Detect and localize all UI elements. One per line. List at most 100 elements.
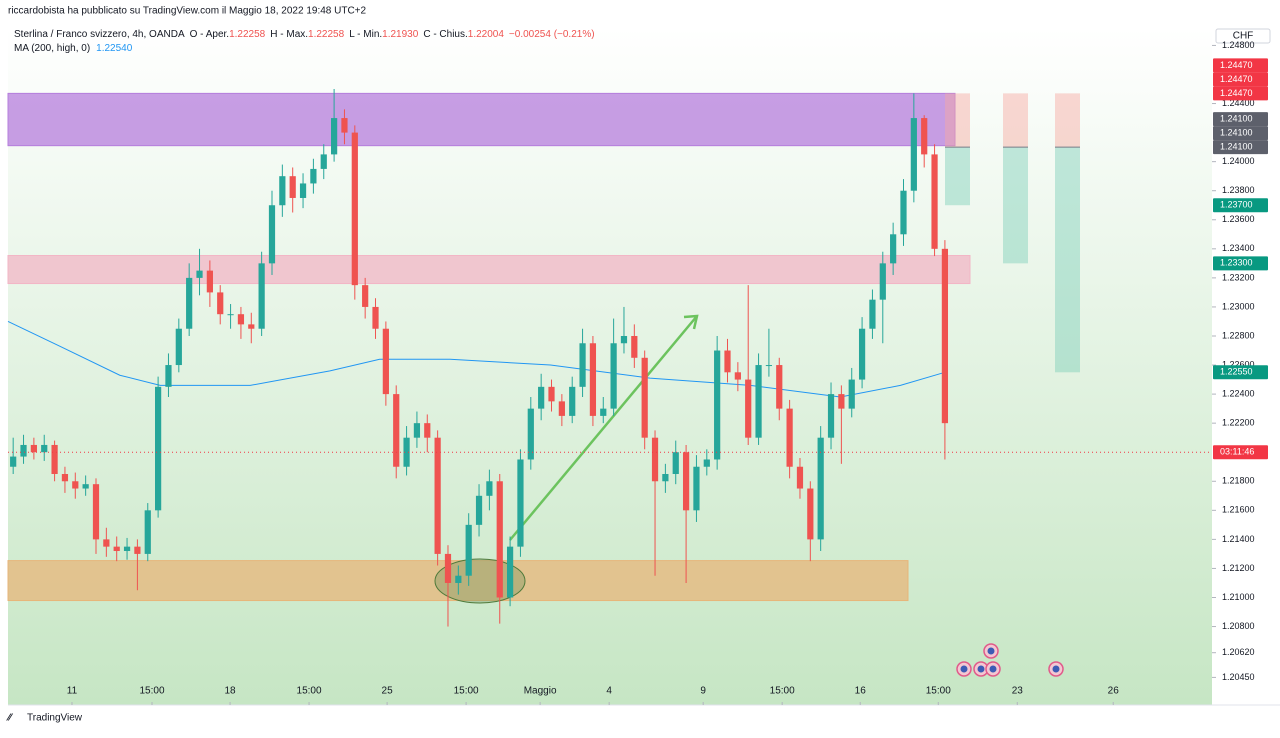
candle-body [786,408,793,467]
candle-body [506,546,514,598]
price-badge [1213,365,1268,380]
candle-body [206,270,213,293]
candle-body [703,459,710,467]
price-badge [1213,112,1268,127]
candle-body [682,452,690,511]
y-tick-label: 1.23000 [1222,301,1255,311]
candle-body [413,423,421,438]
candle-body [600,408,607,416]
price-badge-label: 1.24100 [1220,114,1253,124]
candle-body [527,408,534,460]
candle-body [538,386,545,409]
y-tick-label: 1.23600 [1222,214,1255,224]
y-tick-label: 1.23800 [1222,185,1255,195]
candle-body [848,379,855,409]
candle-body [827,394,835,438]
candle-body [931,154,938,249]
candle-body [310,168,317,184]
ohlc-label: C - Chius. [423,29,467,40]
symbol: Sterlina / Franco svizzero, 4h, OANDA [14,29,185,40]
x-tick-label: 16 [855,686,867,697]
y-tick-label: 1.21000 [1222,592,1255,602]
candle-body [858,328,866,380]
y-tick-label: 1.22200 [1222,418,1255,428]
candle-body [434,437,441,554]
candle-body [30,444,37,453]
candle-body [237,314,245,325]
ma-name: MA (200, high, 0) [14,43,90,54]
candle-body [610,343,617,409]
candle-body [103,539,110,547]
y-tick-label: 1.20450 [1222,672,1255,682]
candle-body [268,205,276,264]
price-badge-label: 03:11:46 [1220,447,1254,457]
y-tick-label: 1.20800 [1222,621,1255,631]
candle-body [776,365,783,409]
moving-average [7,321,946,398]
candle-body [755,365,762,438]
candle-body [765,365,773,367]
candle-body [672,452,679,475]
candle-body [879,263,886,300]
candle-body [186,277,193,329]
candle-body [92,484,100,540]
candle-body [745,379,752,438]
candle-body [61,474,69,482]
y-tick-label: 1.23200 [1222,272,1255,282]
candle-body [662,474,669,482]
x-tick-label: 26 [1108,686,1120,697]
price-badge-label: 1.24470 [1220,74,1253,84]
candle-body [279,176,286,206]
trend-arrow [509,315,698,541]
candle-body [51,444,58,475]
candle-body [651,437,659,482]
x-tick-label: 4 [606,686,612,697]
candle-body [372,306,379,329]
y-tick-label: 1.21200 [1222,563,1255,573]
x-tick-label: 15:00 [139,686,164,697]
candle-body [299,183,307,198]
candle-body [144,510,151,554]
x-tick-label: 9 [700,686,706,697]
currency-box[interactable] [1215,28,1271,44]
candle-body [113,546,120,552]
y-tick-label: 1.22400 [1222,388,1255,398]
candle-body [444,553,452,583]
candle-body [362,285,369,307]
logo-mark: ⁄⁄ [6,713,14,724]
candle-body [941,248,949,424]
logo: ⁄⁄ TradingView [6,713,83,724]
candle-body [320,154,327,169]
candle-body [910,118,917,191]
y-tick-label: 1.21600 [1222,505,1255,515]
price-badge-label: 1.24470 [1220,60,1253,70]
candle-body [175,328,182,366]
x-tick-label: 23 [1012,686,1024,697]
y-tick-label: 1.23400 [1222,243,1255,253]
y-tick-label: 1.22600 [1222,359,1255,369]
candle-body [890,234,897,264]
candle-body [631,335,638,358]
candle-body [72,481,79,489]
price-badge-label: 1.24470 [1220,88,1253,98]
ohlc-label: O - Aper. [190,29,229,40]
candle-body [579,343,586,387]
ma-value: 1.22540 [96,43,133,54]
x-tick-label: 15:00 [454,686,479,697]
ohlc-value: 1.21930 [382,29,419,40]
candle-body [424,423,431,438]
price-badge [1213,256,1268,271]
candle-body [82,484,89,489]
candle-body [41,444,48,453]
candle-body [351,132,358,286]
x-tick-label: 25 [382,686,394,697]
y-tick-label: 1.21400 [1222,534,1255,544]
candle-body [900,190,907,235]
candle-body [134,546,141,554]
candle-body [155,386,162,511]
candle-body [165,365,172,387]
y-tick-label: 1.21800 [1222,476,1255,486]
candle-body [838,394,845,409]
